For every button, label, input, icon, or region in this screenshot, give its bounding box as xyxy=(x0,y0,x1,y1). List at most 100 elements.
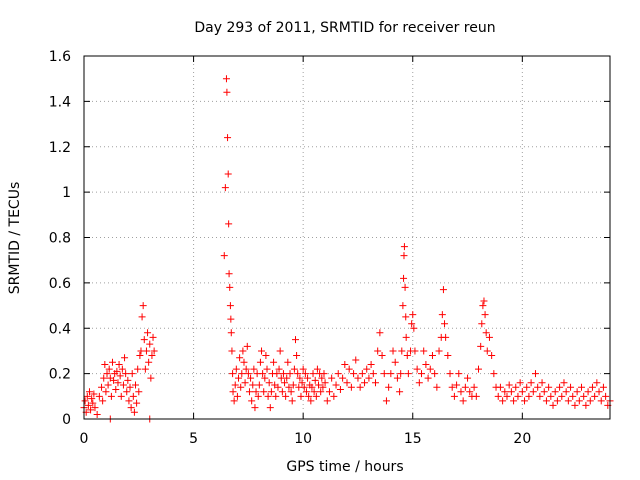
data-point xyxy=(261,374,269,382)
data-point xyxy=(301,370,309,378)
data-point xyxy=(129,392,137,400)
data-point xyxy=(479,302,487,310)
y-tick-label: 1.4 xyxy=(49,94,71,110)
data-point xyxy=(287,388,295,396)
data-point xyxy=(602,392,610,400)
data-point xyxy=(321,379,329,387)
data-point xyxy=(243,342,251,350)
data-point xyxy=(247,374,255,382)
data-point xyxy=(549,401,557,409)
data-point xyxy=(291,336,299,344)
data-point xyxy=(564,397,572,405)
data-point xyxy=(267,388,275,396)
data-point xyxy=(242,365,250,373)
data-point xyxy=(597,397,605,405)
data-point xyxy=(560,379,568,387)
data-point xyxy=(84,401,92,409)
data-point xyxy=(352,356,360,364)
data-point xyxy=(127,404,135,412)
data-point xyxy=(286,370,294,378)
data-point xyxy=(312,392,320,400)
y-tick-label: 0.6 xyxy=(49,276,71,292)
data-point xyxy=(297,392,305,400)
data-point xyxy=(254,392,262,400)
data-point xyxy=(235,374,243,382)
data-point xyxy=(119,381,127,389)
data-point xyxy=(444,351,452,359)
data-point xyxy=(319,383,327,391)
data-point xyxy=(311,376,319,384)
data-point xyxy=(448,383,456,391)
data-point xyxy=(350,370,358,378)
data-point xyxy=(470,383,478,391)
data-point xyxy=(514,392,522,400)
data-point xyxy=(478,320,486,328)
data-point xyxy=(488,351,496,359)
data-point xyxy=(505,381,513,389)
data-point xyxy=(399,302,407,310)
data-point xyxy=(428,351,436,359)
data-point xyxy=(512,383,520,391)
data-point xyxy=(125,397,133,405)
data-point xyxy=(435,347,443,355)
data-point xyxy=(139,302,147,310)
data-point xyxy=(400,274,408,282)
data-point xyxy=(481,311,489,319)
data-point xyxy=(307,397,315,405)
data-point xyxy=(90,390,98,398)
data-point xyxy=(136,351,144,359)
data-point xyxy=(345,365,353,373)
data-point xyxy=(130,408,138,416)
data-point xyxy=(237,383,245,391)
data-point xyxy=(298,379,306,387)
data-point xyxy=(380,370,388,378)
data-point xyxy=(507,388,515,396)
data-point xyxy=(323,397,331,405)
data-point xyxy=(397,370,405,378)
data-point xyxy=(95,392,103,400)
data-point xyxy=(284,358,292,366)
data-point xyxy=(244,370,252,378)
data-point xyxy=(121,354,129,362)
data-point xyxy=(426,365,434,373)
data-point xyxy=(241,379,249,387)
data-point xyxy=(256,358,264,366)
data-point xyxy=(382,397,390,405)
data-point xyxy=(290,365,298,373)
data-point xyxy=(148,351,156,359)
y-tick-label: 0 xyxy=(62,412,71,428)
data-point xyxy=(376,329,384,337)
data-point xyxy=(315,381,323,389)
data-point xyxy=(510,397,518,405)
data-point xyxy=(501,388,509,396)
data-point xyxy=(89,399,97,407)
data-point xyxy=(233,392,241,400)
data-point xyxy=(264,392,272,400)
data-point xyxy=(527,379,535,387)
data-point xyxy=(433,383,441,391)
data-point xyxy=(228,347,236,355)
data-point xyxy=(126,383,134,391)
x-tick-label: 15 xyxy=(404,431,422,447)
data-point xyxy=(516,379,524,387)
data-point xyxy=(402,333,410,341)
data-point xyxy=(317,388,325,396)
data-point xyxy=(113,367,121,375)
data-point xyxy=(265,379,273,387)
data-point xyxy=(531,370,539,378)
data-point xyxy=(251,404,259,412)
x-axis-label: GPS time / hours xyxy=(286,459,403,475)
data-point xyxy=(273,370,281,378)
data-point xyxy=(595,388,603,396)
data-point xyxy=(400,243,408,251)
axis-ticks: 0 5 10 15 20 0 0.2 0.4 0.6 0.8 1 1.2 1.4 1.6 xyxy=(49,49,610,447)
data-point xyxy=(296,374,304,382)
data-point xyxy=(104,381,112,389)
data-point xyxy=(116,372,124,380)
data-point xyxy=(408,320,416,328)
data-point xyxy=(304,374,312,382)
data-point xyxy=(259,370,267,378)
data-point xyxy=(378,351,386,359)
data-point xyxy=(294,370,302,378)
data-point xyxy=(230,397,238,405)
